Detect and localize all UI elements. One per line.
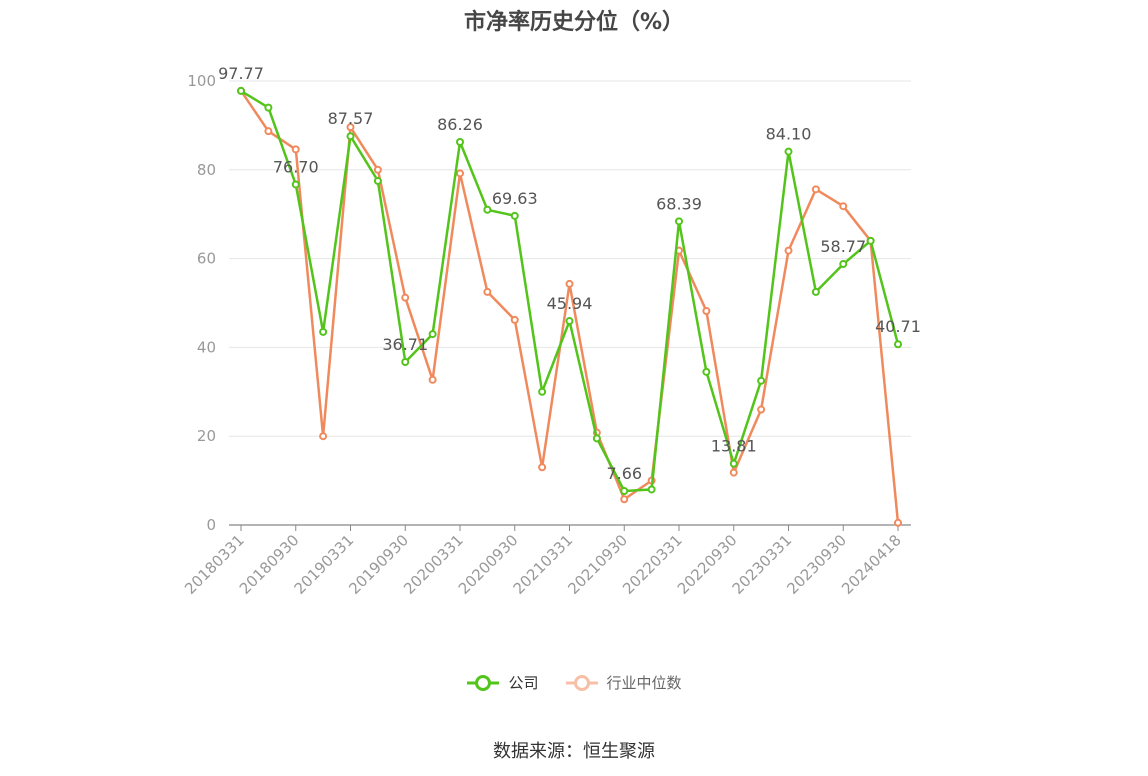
- data-point-company: [264, 103, 273, 112]
- legend-industry-marker-icon: [565, 674, 598, 691]
- data-point-industry: [510, 315, 519, 324]
- data-label: 86.26: [437, 115, 483, 134]
- data-point-industry: [538, 463, 547, 472]
- data-point-company: [811, 287, 820, 296]
- legend-item-industry[interactable]: 行业中位数: [565, 672, 682, 693]
- data-label: 45.94: [547, 294, 593, 313]
- y-tick-label: 20: [197, 427, 216, 445]
- data-point-industry: [483, 287, 492, 296]
- data-point-industry: [373, 165, 382, 174]
- data-point-company: [702, 367, 711, 376]
- data-point-company: [729, 459, 738, 468]
- data-point-company: [647, 485, 656, 494]
- data-point-industry: [319, 432, 328, 441]
- data-point-industry: [839, 202, 848, 211]
- data-point-industry: [620, 495, 629, 504]
- data-point-industry: [702, 306, 711, 315]
- data-point-company: [675, 217, 683, 226]
- legend-label-industry: 行业中位数: [606, 674, 682, 692]
- data-point-industry: [456, 169, 464, 178]
- data-point-company: [483, 205, 492, 214]
- chart-title: 市净率历史分位（%）: [463, 10, 685, 35]
- data-point-company: [565, 317, 574, 326]
- data-point-company: [346, 132, 355, 141]
- line-chart: 0204060801002018033120180930201903312019…: [181, 64, 921, 598]
- data-label: 84.10: [766, 125, 812, 144]
- data-label: 68.39: [656, 194, 702, 213]
- data-point-industry: [291, 145, 300, 154]
- data-point-industry: [784, 246, 793, 255]
- y-tick-label: 40: [197, 338, 216, 356]
- x-tick-label: 20240418: [838, 531, 905, 598]
- data-point-industry: [264, 127, 273, 136]
- data-label: 58.77: [820, 237, 866, 256]
- data-point-company: [757, 376, 766, 385]
- y-tick-label: 0: [206, 516, 216, 534]
- data-label: 7.66: [606, 464, 642, 483]
- legend-company-marker-icon: [467, 674, 500, 691]
- data-label: 40.71: [875, 317, 921, 336]
- data-point-industry: [565, 279, 574, 288]
- data-point-company: [456, 138, 464, 147]
- data-point-company: [620, 486, 629, 495]
- data-point-company: [319, 327, 328, 336]
- data-point-industry: [729, 468, 738, 477]
- data-point-company: [237, 86, 245, 95]
- data-label: 76.70: [273, 157, 319, 176]
- data-point-company: [510, 211, 519, 220]
- data-point-industry: [346, 123, 355, 132]
- data-point-industry: [428, 375, 437, 384]
- data-point-company: [894, 340, 902, 349]
- data-point-company: [839, 260, 848, 269]
- data-label: 97.77: [218, 64, 264, 83]
- data-point-company: [784, 147, 793, 156]
- data-point-company: [592, 434, 601, 443]
- data-point-industry: [894, 518, 902, 527]
- data-label: 36.71: [382, 335, 428, 354]
- data-point-company: [866, 236, 875, 245]
- legend-label-company: 公司: [508, 674, 539, 692]
- data-point-company: [428, 330, 437, 339]
- data-point-industry: [811, 185, 820, 194]
- data-label: 87.57: [328, 109, 374, 128]
- data-point-company: [373, 176, 382, 185]
- legend-item-company[interactable]: 公司: [466, 672, 539, 693]
- data-point-company: [538, 387, 547, 396]
- data-label: 13.81: [711, 437, 757, 456]
- data-label: 69.63: [492, 189, 538, 208]
- data-point-industry: [757, 405, 766, 414]
- data-point-company: [291, 180, 300, 189]
- y-tick-label: 60: [197, 250, 216, 268]
- y-tick-label: 100: [187, 72, 216, 90]
- data-point-industry: [401, 293, 410, 302]
- y-tick-label: 80: [197, 161, 216, 179]
- data-point-company: [401, 358, 410, 367]
- source-note: 数据来源：恒生聚源: [493, 741, 655, 762]
- legend: 公司 行业中位数: [0, 672, 1148, 693]
